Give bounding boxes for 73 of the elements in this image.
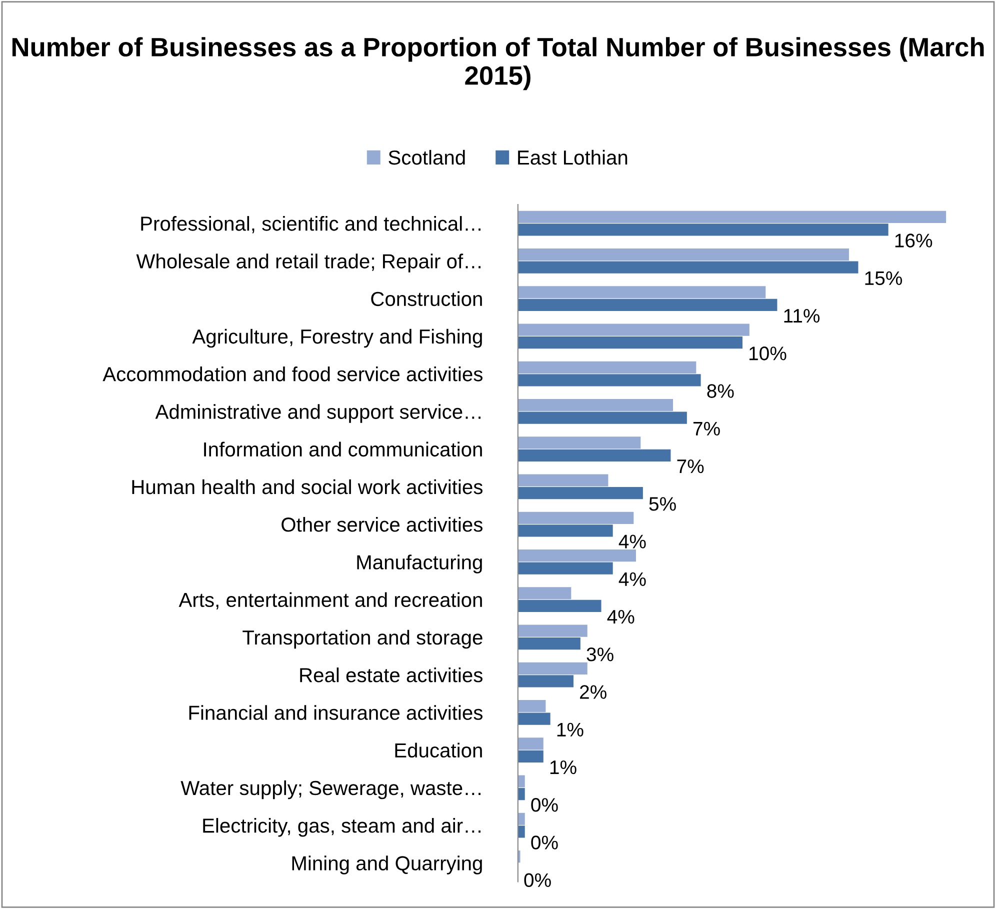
bar [518,324,750,336]
data-label: 7% [677,460,704,474]
data-label: 0% [524,873,551,888]
y-tick-label: Financial and insurance activities [189,705,482,720]
y-tick-label: Manufacturing [357,554,482,574]
bar [518,675,574,688]
bar [518,700,546,712]
y-tick-label: Construction [371,291,482,306]
bar [518,398,674,412]
y-tick-label: Agriculture, Forestry and Fishing [192,328,482,348]
data-label: 4% [618,572,646,586]
bar [518,638,580,650]
bar [518,826,525,838]
data-label: 4% [607,610,634,624]
chart-title: Number of Businesses as a Proportion of Total Number of Businesses (March 2015) [12,37,984,90]
data-label: 2% [580,685,606,699]
bar [518,487,643,500]
bar [518,449,671,462]
bar [518,738,544,750]
y-tick-label: Water supply; Sewerage, waste… [180,780,480,800]
y-tick-label: Electricity, gas, steam and air… [203,818,480,837]
y-tick-label: Professional, scientific and technical… [141,216,480,234]
bar [518,812,525,825]
data-label: 1% [557,722,584,736]
bar [518,587,572,600]
data-label: 15% [865,271,902,286]
bar [518,224,888,236]
y-tick-label: Arts, entertainment and recreation [178,592,482,610]
bar [518,712,550,725]
bar [518,549,636,562]
data-label: 0% [531,798,558,812]
bar [518,474,608,486]
bar [518,436,641,449]
bar [518,210,946,224]
data-label: 16% [895,234,932,248]
bar [518,248,849,261]
bar [518,624,588,637]
y-tick-label: Human health and social work activities [132,479,482,494]
bar [518,600,602,612]
bar [518,412,687,424]
bar [518,374,701,386]
y-tick-label: Administrative and support service… [155,404,480,423]
bar [518,662,588,674]
data-label: 3% [586,648,614,662]
data-label: 10% [750,346,786,360]
bar [518,286,766,298]
y-tick-label: Wholesale and retail trade; Repair of… [136,254,480,272]
bar [518,336,742,349]
y-tick-label: Other service activities [282,517,482,532]
data-label: 5% [649,497,676,511]
bar [518,750,544,763]
y-tick-label: Information and communication [204,442,482,457]
data-label: 8% [707,384,734,398]
data-label: 0% [531,836,558,850]
y-tick-label: Accommodation and food service activities [102,366,482,382]
data-label: 1% [550,760,576,774]
y-tick-label: Mining and Quarrying [292,856,482,874]
y-tick-label: Education [395,742,482,758]
bar [518,512,634,524]
bar [518,775,525,788]
data-label: 11% [784,309,820,323]
bar [518,298,778,312]
legend-label: Scotland [388,150,465,165]
bar [518,524,613,537]
legend-label: East Lothian [518,150,628,165]
bar [518,562,613,574]
bar [518,261,858,274]
bar [518,361,696,374]
data-label: 7% [693,422,720,436]
y-tick-label: Transportation and storage [242,630,482,649]
data-label: 4% [618,534,646,548]
y-tick-label: Real estate activities [300,668,482,682]
bar [518,788,525,800]
